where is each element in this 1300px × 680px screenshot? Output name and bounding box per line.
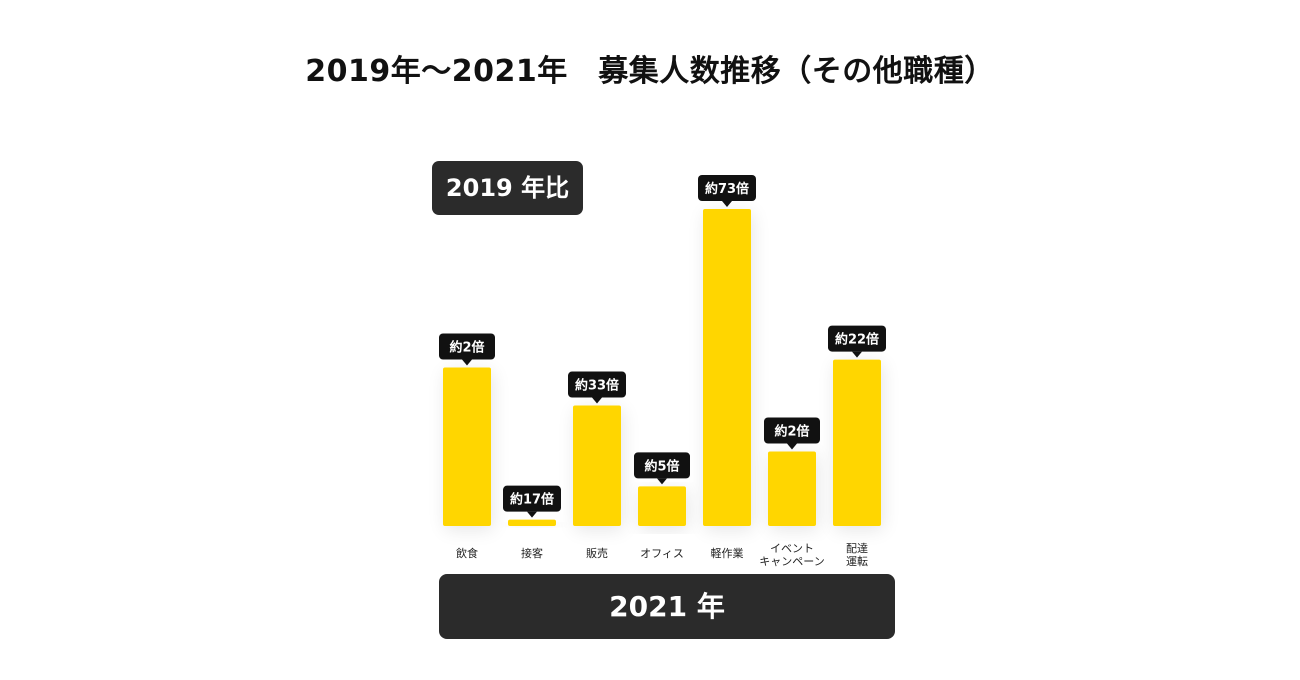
data-label-box (439, 333, 495, 360)
data-label-text: 約17倍 (510, 492, 554, 508)
category-label-4: 軽作業 (711, 547, 744, 560)
category-label-line: 運転 (846, 555, 868, 568)
data-label-0: 約2倍 (439, 333, 495, 366)
data-label-text: 約73倍 (705, 181, 749, 197)
data-label-text: 約2倍 (449, 340, 484, 356)
category-label-0: 飲食 (456, 546, 478, 560)
data-label-box (503, 485, 561, 512)
bar-6 (833, 359, 881, 526)
bar-1 (508, 519, 556, 526)
bar-4 (703, 209, 751, 526)
data-label-pointer (722, 201, 732, 207)
category-label-line: オフィス (640, 547, 684, 560)
data-label-text: 約33倍 (575, 378, 619, 394)
bar-3 (638, 486, 686, 526)
category-label-line: 飲食 (456, 546, 478, 560)
data-label-6: 約22倍 (828, 325, 886, 358)
data-label-1: 約17倍 (503, 485, 561, 518)
category-label-1: 接客 (521, 546, 543, 560)
year-banner: 2021 年 (439, 574, 895, 639)
comparison-badge: 2019 年比 (432, 161, 583, 215)
category-label-line: 軽作業 (711, 547, 744, 560)
data-label-4: 約73倍 (698, 175, 756, 207)
category-label-line: イベント (770, 542, 814, 555)
category-label-3: オフィス (640, 547, 684, 560)
data-label-box (828, 325, 886, 352)
data-label-text: 約22倍 (835, 332, 879, 348)
bar-0 (443, 367, 491, 526)
data-label-text: 約2倍 (774, 424, 809, 440)
bar-2 (573, 405, 621, 526)
data-label-box (698, 175, 756, 201)
data-label-5: 約2倍 (764, 417, 820, 450)
data-label-pointer (852, 351, 862, 358)
data-label-pointer (657, 478, 667, 485)
category-label-line: 販売 (586, 547, 608, 560)
data-label-2: 約33倍 (568, 371, 626, 404)
bar-5 (768, 451, 816, 526)
data-label-box (764, 417, 820, 444)
data-label-pointer (527, 511, 537, 518)
data-label-pointer (462, 359, 472, 366)
data-label-text: 約5倍 (644, 458, 679, 474)
data-label-3: 約5倍 (634, 452, 690, 485)
data-label-box (634, 452, 690, 479)
category-label-line: 接客 (521, 546, 543, 560)
data-label-box (568, 371, 626, 398)
category-label-line: 配達 (846, 542, 868, 555)
category-label-2: 販売 (586, 547, 608, 560)
chart-title: 2019年〜2021年 募集人数推移（その他職種） (305, 54, 995, 89)
data-label-pointer (592, 397, 602, 404)
category-label-line: キャンペーン (759, 555, 824, 568)
data-label-pointer (787, 443, 797, 450)
